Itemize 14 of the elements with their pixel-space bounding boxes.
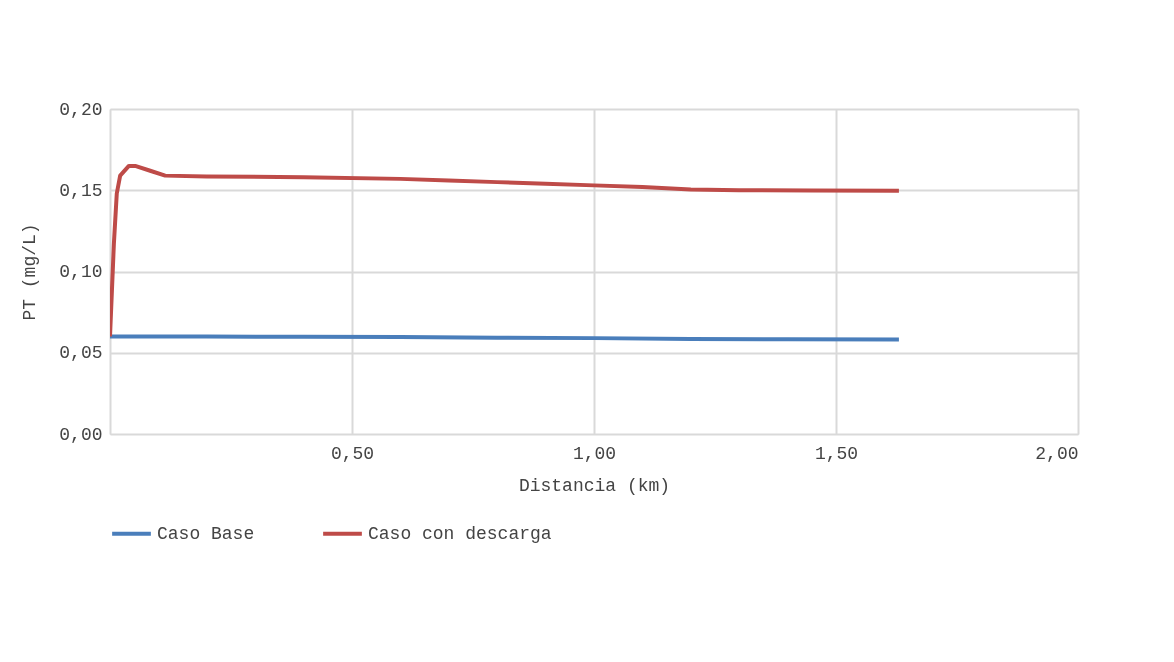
y-tick-label: 0,05 xyxy=(59,343,103,364)
x-tick-label: 0,50 xyxy=(330,443,375,464)
x-tick-label: 1,50 xyxy=(814,443,859,464)
y-tick-label: 0,10 xyxy=(59,262,103,282)
y-tick-label: 0,00 xyxy=(59,424,103,445)
line-series xyxy=(110,163,901,339)
x-tick-label: 2,00 xyxy=(1035,443,1079,464)
x-axis-title: Distancia (km) xyxy=(518,475,671,496)
x-tick-label: 1,00 xyxy=(572,443,617,464)
y-tick-label: 0,15 xyxy=(59,180,103,201)
y-tick-label: 0,20 xyxy=(59,99,103,120)
legend-label: Caso Base xyxy=(157,523,255,544)
legend-label: Caso con descarga xyxy=(368,523,552,544)
y-axis-title: PT (mg/L) xyxy=(20,223,41,321)
